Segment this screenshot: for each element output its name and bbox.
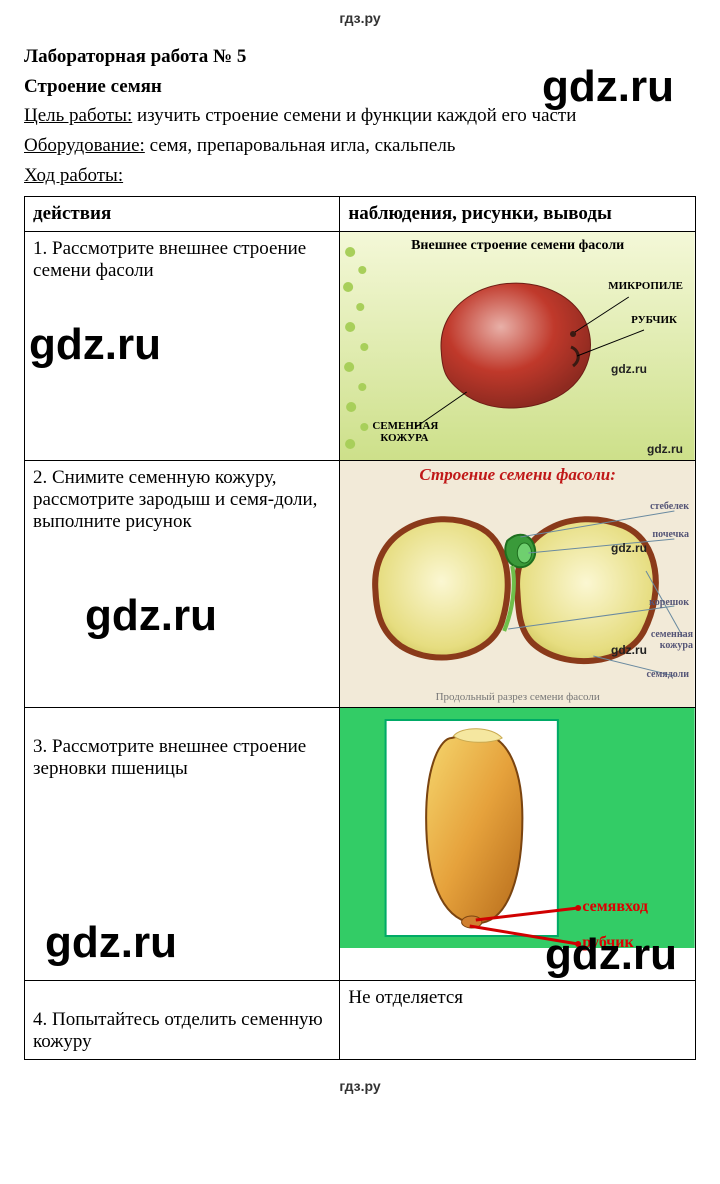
figure-2: Строение семени фасоли: стебелек почечка… xyxy=(340,461,695,707)
watermark-cell-1: gdz.ru xyxy=(29,320,161,370)
cell-right-4: Не отделяется xyxy=(340,981,696,1060)
figure-3: семявход рубчик gdz.ru xyxy=(340,708,695,980)
lab-table: действия наблюдения, рисунки, выводы 1. … xyxy=(24,196,696,1060)
head-observations: наблюдения, рисунки, выводы xyxy=(340,197,696,232)
fig1-label-kozhura1: СЕМЕННАЯ xyxy=(372,420,438,432)
topic: Строение семян xyxy=(24,74,696,100)
procedure-line: Ход работы: xyxy=(24,163,696,189)
cell-left-4: 4. Попытайтесь отделить семенную кожуру xyxy=(25,981,340,1060)
table-head-row: действия наблюдения, рисунки, выводы xyxy=(25,197,696,232)
fig2-caption: Продольный разрез семени фасоли xyxy=(340,691,695,703)
cell-right-2: Строение семени фасоли: стебелек почечка… xyxy=(340,461,696,708)
fig1-label-rubchik: РУБЧИК xyxy=(631,314,677,326)
table-row: 4. Попытайтесь отделить семенную кожуру … xyxy=(25,981,696,1060)
fig2-svg xyxy=(340,461,695,707)
fig1-label-mikropile: МИКРОПИЛЕ xyxy=(608,280,683,292)
cell-left-2: 2. Снимите семенную кожуру, рассмотрите … xyxy=(25,461,340,708)
figure-1: Внешнее строение семени фасоли МИКРОПИЛЕ… xyxy=(340,232,695,460)
goal-line: Цель работы: изучить строение семени и ф… xyxy=(24,103,696,129)
equipment-line: Оборудование: семя, препаровальная игла,… xyxy=(24,133,696,159)
row3-text: 3. Рассмотрите внешнее строение зерновки… xyxy=(33,736,306,779)
table-row: 1. Рассмотрите внешнее строение семени ф… xyxy=(25,232,696,461)
fig2-label-semyadoli: семядоли xyxy=(646,669,689,680)
page: гдз.ру gdz.ru Лабораторная работа № 5 Ст… xyxy=(0,0,720,1104)
site-header: гдз.ру xyxy=(0,0,720,40)
fig3-label-rubchik: рубчик xyxy=(582,934,633,952)
head-actions: действия xyxy=(25,197,340,232)
equipment-label: Оборудование: xyxy=(24,135,145,156)
row4-right: Не отделяется xyxy=(348,987,463,1008)
fig3-label-semyavhod: семявход xyxy=(582,898,648,916)
cell-left-3: 3. Рассмотрите внешнее строение зерновки… xyxy=(25,708,340,981)
table-row: 2. Снимите семенную кожуру, рассмотрите … xyxy=(25,461,696,708)
procedure-label: Ход работы: xyxy=(24,165,123,186)
cell-right-3: семявход рубчик gdz.ru xyxy=(340,708,696,981)
document-body: Лабораторная работа № 5 Строение семян Ц… xyxy=(0,44,720,1060)
lab-title: Лабораторная работа № 5 xyxy=(24,44,696,70)
fig3-svg xyxy=(340,708,695,980)
row2-text: 2. Снимите семенную кожуру, рассмотрите … xyxy=(33,467,317,532)
row4-text: 4. Попытайтесь отделить семенную кожуру xyxy=(33,1009,323,1052)
goal-text: изучить строение семени и функции каждой… xyxy=(132,105,576,126)
fig2-label-stebelek: стебелек xyxy=(650,501,689,512)
cell-left-1: 1. Рассмотрите внешнее строение семени ф… xyxy=(25,232,340,461)
fig2-title: Строение семени фасоли: xyxy=(340,465,695,485)
row1-text: 1. Рассмотрите внешнее строение семени ф… xyxy=(33,238,306,281)
cell-right-1: Внешнее строение семени фасоли МИКРОПИЛЕ… xyxy=(340,232,696,461)
watermark-cell-2: gdz.ru xyxy=(85,591,217,641)
fig1-label-kozhura2: КОЖУРА xyxy=(380,432,428,444)
site-footer: гдз.ру xyxy=(0,1060,720,1104)
equipment-text: семя, препаровальная игла, скальпель xyxy=(145,135,456,156)
fig2-label-pochechka: почечка xyxy=(652,529,689,540)
table-row: 3. Рассмотрите внешнее строение зерновки… xyxy=(25,708,696,981)
goal-label: Цель работы: xyxy=(24,105,132,126)
fig2-label-koreshok: корешок xyxy=(649,597,689,608)
fig1-title: Внешнее строение семени фасоли xyxy=(340,238,695,254)
fig2-label-kozhura: семенная кожура xyxy=(623,629,693,651)
watermark-cell-3: gdz.ru xyxy=(45,918,177,968)
